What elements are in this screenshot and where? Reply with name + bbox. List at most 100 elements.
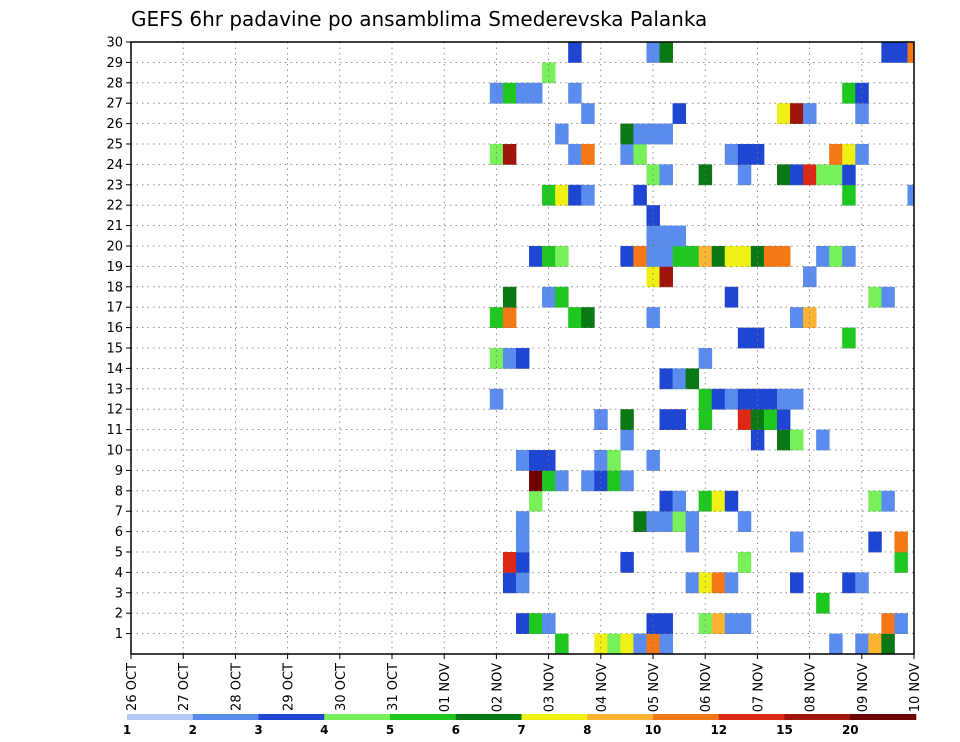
heatmap-cell — [894, 613, 908, 634]
heatmap-cell — [646, 205, 660, 226]
heatmap-cell — [502, 552, 517, 573]
heatmap-cell — [502, 348, 517, 369]
legend-label: 1 — [123, 723, 131, 737]
heatmap-cell — [515, 511, 530, 532]
x-tick-label: 30 OCT — [334, 663, 349, 711]
heatmap-cell — [724, 286, 739, 308]
heatmap-cell — [633, 144, 647, 165]
heatmap-cell — [698, 246, 713, 267]
heatmap-cell — [790, 307, 804, 328]
heatmap-cell — [659, 490, 673, 512]
heatmap-cell — [607, 633, 621, 655]
y-tick-label: 11 — [106, 423, 123, 438]
heatmap-cell — [711, 490, 726, 512]
heatmap-cell — [529, 613, 543, 634]
heatmap-cell — [672, 511, 687, 532]
heatmap-cell — [737, 164, 752, 186]
heatmap-cell — [542, 286, 556, 308]
heatmap-cell — [685, 246, 700, 267]
heatmap-cell — [894, 531, 908, 553]
heatmap-cell — [842, 572, 856, 594]
heatmap-cell — [502, 82, 517, 104]
legend-swatch — [850, 714, 917, 720]
heatmap-cell — [737, 246, 752, 267]
heatmap-cell — [737, 552, 752, 573]
x-tick-label: 08 NOV — [804, 663, 819, 712]
heatmap-cell — [659, 511, 673, 532]
legend-label: 5 — [386, 723, 394, 737]
y-tick-label: 28 — [106, 76, 123, 91]
x-tick-label: 04 NOV — [595, 663, 610, 712]
heatmap-cell — [790, 103, 804, 124]
heatmap-cell — [620, 633, 634, 655]
heatmap-cell — [529, 82, 543, 104]
heatmap-cell — [489, 348, 504, 369]
legend-label: 2 — [189, 723, 197, 737]
heatmap-cell — [816, 592, 830, 614]
heatmap-cell — [711, 388, 726, 410]
y-tick-label: 26 — [106, 117, 123, 132]
heatmap-cell — [711, 572, 726, 594]
heatmap-cell — [489, 82, 504, 104]
y-tick-label: 15 — [106, 342, 123, 357]
x-axis-ticks: 26 OCT 27 OCT 28 OCT 29 OCT 30 OCT 31 OCT 01 N… — [125, 654, 923, 712]
heatmap-cell — [659, 266, 673, 288]
legend-label: 10 — [645, 723, 662, 737]
legend-swatch — [127, 714, 194, 720]
heatmap-cell — [489, 144, 504, 165]
heatmap-cell — [529, 490, 543, 512]
heatmap-cell — [659, 246, 673, 267]
heatmap-cell — [724, 490, 739, 512]
heatmap-cell — [776, 388, 791, 410]
heatmap-cell — [829, 246, 843, 267]
y-tick-label: 27 — [106, 97, 123, 112]
heatmap-cell — [502, 286, 517, 308]
heatmap-cell — [816, 246, 830, 267]
x-tick-label: 27 OCT — [177, 663, 192, 711]
x-tick-label: 06 NOV — [699, 663, 714, 712]
heatmap-cell — [646, 123, 660, 145]
heatmap-cell — [803, 266, 817, 288]
heatmap-cell — [581, 307, 595, 328]
heatmap-cell — [763, 409, 778, 430]
y-tick-label: 13 — [106, 382, 123, 397]
heatmap-cell — [894, 552, 908, 573]
legend-swatch — [718, 714, 785, 720]
y-tick-label: 8 — [115, 484, 123, 499]
y-tick-label: 14 — [106, 362, 123, 377]
heatmap-cell — [529, 450, 543, 471]
heatmap-cell — [868, 531, 882, 553]
y-axis-ticks: 1234567891011121314151617181920212223242… — [106, 36, 131, 642]
heatmap-cell — [737, 613, 752, 634]
heatmap-cell — [515, 450, 530, 471]
x-tick-label: 09 NOV — [856, 663, 871, 712]
heatmap-cell — [568, 144, 582, 165]
heatmap-cell — [659, 409, 673, 430]
heatmap-cell — [685, 572, 700, 594]
heatmap-cell — [542, 613, 556, 634]
heatmap-cell — [672, 103, 687, 124]
y-tick-label: 19 — [106, 260, 123, 275]
heatmap-cell — [698, 572, 713, 594]
heatmap-cell — [842, 327, 856, 349]
legend-swatch — [192, 714, 259, 720]
heatmap-cell — [855, 82, 869, 104]
heatmap-cell — [829, 633, 843, 655]
heatmap-cell — [776, 164, 791, 186]
heatmap-cell — [737, 511, 752, 532]
heatmap-cell — [659, 633, 673, 655]
legend-label: 7 — [517, 723, 525, 737]
heatmap-cell — [829, 144, 843, 165]
heatmap-cell — [659, 164, 673, 186]
y-tick-label: 16 — [106, 321, 123, 336]
heatmap-cell — [646, 246, 660, 267]
heatmap-cell — [737, 409, 752, 430]
heatmap-cell — [555, 184, 569, 206]
heatmap-cell — [633, 511, 647, 532]
heatmap-cell — [790, 164, 804, 186]
heatmap-cell — [659, 368, 673, 390]
heatmap-cell — [724, 613, 739, 634]
x-tick-label: 02 NOV — [490, 663, 505, 712]
heatmap-cell — [776, 409, 791, 430]
